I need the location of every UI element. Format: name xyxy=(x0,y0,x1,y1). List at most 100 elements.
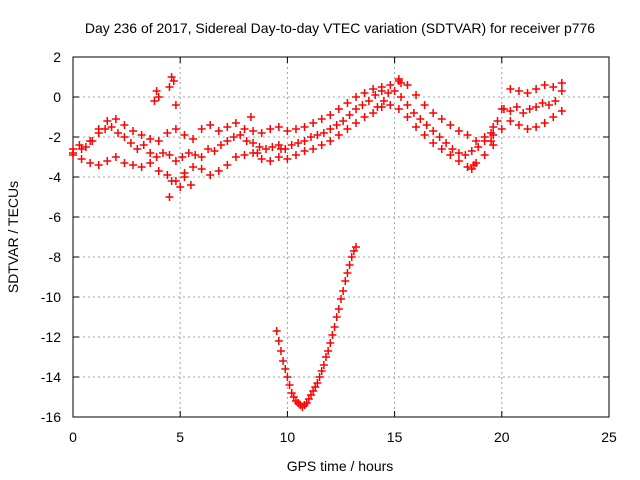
data-point xyxy=(437,115,446,123)
data-point xyxy=(525,105,534,113)
data-point xyxy=(544,101,553,109)
y-tick-label: -16 xyxy=(41,409,61,425)
data-point xyxy=(77,155,86,163)
data-point xyxy=(268,143,277,151)
data-point xyxy=(512,103,521,111)
data-point xyxy=(358,101,367,109)
data-points xyxy=(69,73,566,411)
data-point xyxy=(191,151,200,159)
data-point xyxy=(467,147,476,155)
data-point xyxy=(422,121,431,129)
data-point xyxy=(332,313,341,321)
data-point xyxy=(180,173,189,181)
data-point xyxy=(480,133,489,141)
data-point xyxy=(309,145,318,153)
data-point xyxy=(276,347,285,355)
data-point xyxy=(120,159,129,167)
data-point xyxy=(246,113,255,121)
data-point xyxy=(189,135,198,143)
x-tick-label: 10 xyxy=(280,429,296,445)
data-point xyxy=(420,131,429,139)
data-point xyxy=(279,357,288,365)
data-point xyxy=(103,117,112,125)
data-point xyxy=(306,133,315,141)
data-point xyxy=(150,97,159,105)
data-point xyxy=(463,131,472,139)
data-point xyxy=(360,113,369,121)
data-point xyxy=(300,147,309,155)
data-point xyxy=(285,381,294,389)
data-point xyxy=(94,161,103,169)
series-spikes xyxy=(150,73,498,201)
data-point xyxy=(257,129,266,137)
data-point xyxy=(111,153,120,161)
data-point xyxy=(165,193,174,201)
data-point xyxy=(514,87,523,95)
data-point xyxy=(294,139,303,147)
data-point xyxy=(469,161,478,169)
data-point xyxy=(266,157,275,165)
data-point xyxy=(403,113,412,121)
data-point xyxy=(549,113,558,121)
series-v-dip xyxy=(272,243,361,411)
data-point xyxy=(274,337,283,345)
data-point xyxy=(435,133,444,141)
data-point xyxy=(339,287,348,295)
data-point xyxy=(214,127,223,135)
data-point xyxy=(345,261,354,269)
data-point xyxy=(540,119,549,127)
data-point xyxy=(328,331,337,339)
series-lower-band xyxy=(69,101,566,185)
data-point xyxy=(352,119,361,127)
data-point xyxy=(317,115,326,123)
data-point xyxy=(257,155,266,163)
data-point xyxy=(283,127,292,135)
data-point xyxy=(315,373,324,381)
data-point xyxy=(274,123,283,131)
data-point xyxy=(343,99,352,107)
data-point xyxy=(86,137,95,145)
data-point xyxy=(330,323,339,331)
data-point xyxy=(281,365,290,373)
data-point xyxy=(369,109,378,117)
data-point xyxy=(549,83,558,91)
data-point xyxy=(332,121,341,129)
data-point xyxy=(474,143,483,151)
data-point xyxy=(249,127,258,135)
data-point xyxy=(390,87,399,95)
data-point xyxy=(240,125,249,133)
chart-title: Day 236 of 2017, Sidereal Day-to-day VTE… xyxy=(85,20,595,36)
data-point xyxy=(133,145,142,153)
data-point xyxy=(69,151,77,159)
data-point xyxy=(523,89,532,97)
y-tick-label: -8 xyxy=(49,249,62,265)
data-point xyxy=(532,123,541,131)
data-point xyxy=(454,157,463,165)
data-point xyxy=(437,145,446,153)
data-point xyxy=(326,339,335,347)
x-tick-label: 20 xyxy=(494,429,510,445)
data-point xyxy=(287,141,296,149)
data-point xyxy=(231,153,240,161)
data-point xyxy=(126,139,135,147)
x-tick-label: 15 xyxy=(387,429,403,445)
data-point xyxy=(334,105,343,113)
y-tick-label: -4 xyxy=(49,169,62,185)
data-point xyxy=(523,125,532,133)
y-tick-label: -6 xyxy=(49,209,62,225)
data-point xyxy=(189,163,198,171)
data-point xyxy=(386,101,395,109)
data-point xyxy=(472,137,481,145)
data-point xyxy=(77,145,86,153)
data-point xyxy=(324,347,333,355)
data-point xyxy=(163,129,172,137)
data-point xyxy=(197,165,206,173)
data-point xyxy=(497,105,506,113)
data-point xyxy=(165,83,174,91)
data-point xyxy=(442,139,451,147)
data-point xyxy=(454,149,463,157)
data-point xyxy=(360,89,369,97)
data-point xyxy=(397,79,406,87)
data-point xyxy=(210,147,219,155)
